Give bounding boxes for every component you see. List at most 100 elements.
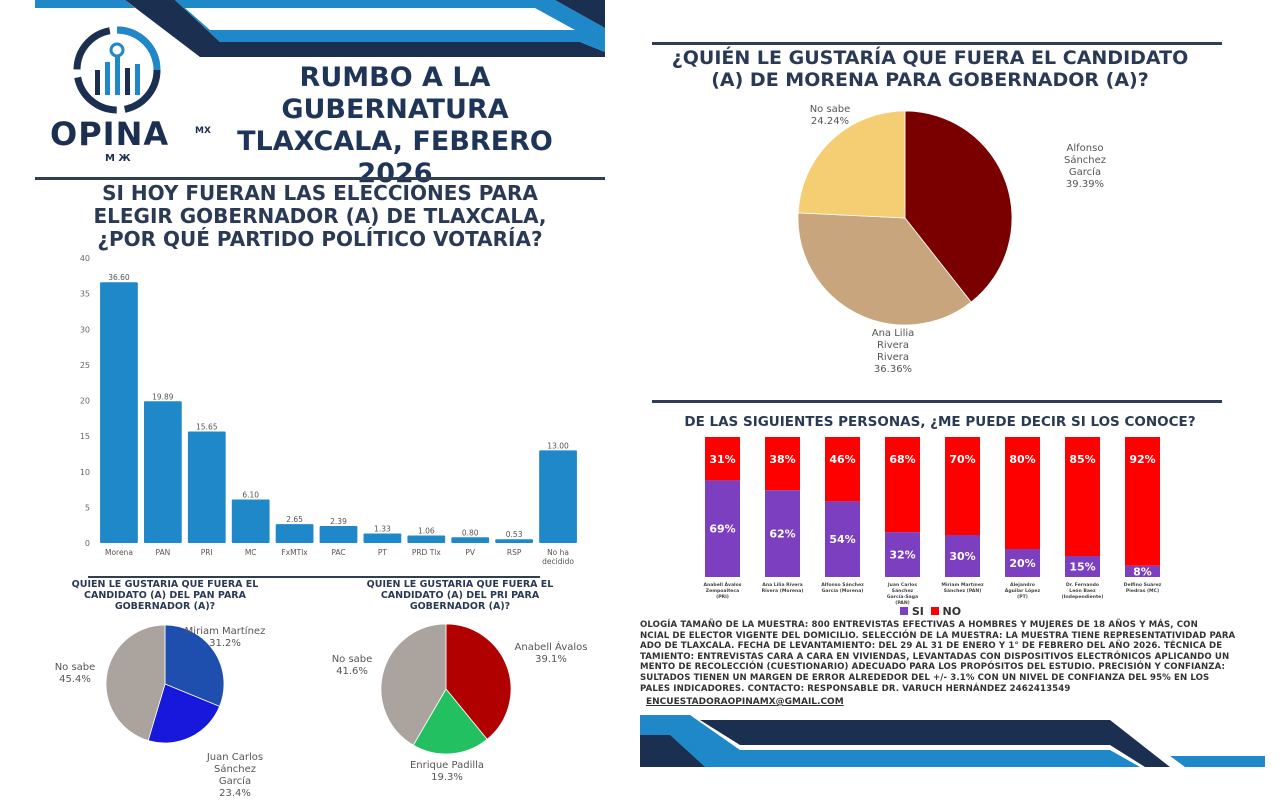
category-label: Alfonso Sánchez García (Morena) (821, 581, 864, 594)
bar-segment-no (1125, 437, 1160, 566)
header-stripes (35, 0, 605, 57)
si-value-label: 54% (829, 533, 855, 546)
divider (88, 576, 540, 578)
contact-email-link[interactable]: ENCUESTADORAOPINAMX@GMAIL.COM (646, 697, 844, 707)
question-line: CANDIDATO (A) DEL PAN PARA (84, 590, 246, 601)
legend-si-swatch (900, 607, 908, 615)
bar-segment-si (765, 490, 800, 577)
bar-segment-si (705, 480, 740, 577)
bar-segment-no (1065, 437, 1100, 556)
divider (652, 42, 1222, 45)
pri-label-enrique: Enrique Padilla 19.3% (397, 760, 497, 784)
legend-no-swatch (930, 607, 939, 615)
bar-segment-si (825, 501, 860, 577)
slice-label: No sabe (809, 104, 851, 115)
bar-value-label: 2.65 (286, 515, 303, 524)
methodology-line: MENTO DE RECOLECCIÓN (CUESTIONARIO) ADEC… (640, 662, 1226, 673)
pan-label-juan: Juan Carlos Sánchez García 23.4% (200, 752, 270, 800)
category-label: Ana Lilia Rivera Rivera (Morena) (762, 582, 804, 594)
bar-value-label: 15.65 (196, 422, 218, 431)
pri-label-nosabe: No sabe 41.6% (327, 654, 377, 678)
pri-question: QUIEN LE GUSTARIA QUE FUERA EL CANDIDATO… (360, 579, 560, 612)
methodology-line: SULTADOS TIENEN UN MARGEN DE ERROR ALRED… (640, 672, 1210, 683)
question-line: QUIEN LE GUSTARIA QUE FUERA EL (71, 579, 259, 590)
slice-label: No sabe (54, 662, 96, 673)
category-label: Miriam Martínez Sánchez (PAN) (941, 581, 984, 594)
no-value-label: 92% (1129, 453, 1155, 466)
slice-label: Juan Carlos Sánchez García (206, 752, 264, 787)
bar-value-label: 13.00 (547, 441, 569, 450)
page-title: RUMBO A LA GUBERNATURA TLAXCALA, FEBRERO… (185, 62, 605, 190)
bar-value-label: 36.60 (108, 273, 130, 282)
pie-slice (105, 624, 166, 742)
pie-slice (147, 683, 221, 744)
slice-value: 36.36% (873, 364, 913, 375)
bar (100, 282, 138, 543)
methodology-line: ADO DE TLAXCALA. FECHA DE LEVANTAMIENTO:… (640, 641, 1223, 652)
morena-label-alfonso: Alfonso Sánchez García 39.39% (1050, 143, 1120, 191)
bar-value-label: 1.06 (418, 526, 435, 535)
party-bar-chart: 0 5 10 15 20 25 30 35 40 36.60 Morena 19.89 PAN 15.65… (80, 254, 577, 566)
category-label: Alejandro Águilar López (PT) (1005, 582, 1041, 600)
y-tick-label: 40 (80, 254, 90, 263)
y-tick-label: 10 (80, 468, 90, 477)
no-value-label: 80% (1009, 453, 1035, 466)
methodology-line: OLOGÍA TAMAÑO DE LA MUESTRA: 800 ENTREVI… (640, 620, 1198, 630)
bar-segment-no (1005, 437, 1040, 549)
legend: SI NO (900, 605, 961, 618)
bar-value-label: 0.53 (506, 530, 523, 539)
bar-value-label: 1.33 (374, 525, 391, 534)
bar (407, 535, 446, 543)
pri-label-anabell: Anabell Ávalos 39.1% (501, 642, 601, 666)
question-line: QUIEN LE GUSTARIA QUE FUERA EL (366, 579, 554, 590)
pie-slice (164, 624, 225, 707)
category-label: Dr. Fernando León Baez (Independiente) (1062, 582, 1104, 600)
title-line: RUMBO A LA GUBERNATURA (281, 62, 509, 125)
bar (275, 524, 314, 543)
methodology-line: PALES INDICADORES. CONTACTO: RESPONSABLE… (640, 683, 1071, 694)
pie-slice (412, 688, 488, 755)
si-value-label: 8% (1133, 565, 1152, 578)
category-label: Anabell Ávalos Zempoalteca (PRI) (703, 581, 741, 600)
morena-pie-chart (797, 110, 1013, 326)
si-value-label: 32% (889, 549, 915, 562)
pan-question: QUIEN LE GUSTARIA QUE FUERA EL CANDIDATO… (65, 579, 265, 612)
slice-value: 19.3% (431, 772, 463, 783)
divider (652, 400, 1222, 403)
methodology-line: NCIAL DE ELECTOR VIGENTE DEL DOMICILIO. … (640, 630, 1236, 641)
slice-value: 23.4% (219, 788, 251, 799)
bar-segment-no (825, 437, 860, 502)
bar-segment-no (885, 437, 920, 533)
x-tick-label: PRI (201, 548, 213, 557)
question-line: GOBERNADOR (A)? (409, 601, 511, 612)
bar-value-label: 0.80 (462, 528, 479, 537)
y-tick-label: 0 (85, 539, 90, 548)
pan-label-nosabe: No sabe 45.4% (50, 662, 100, 686)
x-tick-label: PT (378, 548, 388, 557)
opina-logo: OPINA MX M Ж (45, 20, 215, 170)
slice-label: Anabell Ávalos (514, 642, 588, 653)
si-value-label: 69% (709, 523, 735, 536)
slice-value: 31.2% (209, 638, 241, 649)
no-value-label: 70% (949, 453, 975, 466)
si-value-label: 15% (1069, 561, 1095, 574)
title-line: 2026 (357, 158, 433, 189)
slice-label: No sabe (331, 654, 373, 665)
x-tick-label: Morena (105, 548, 133, 557)
bar (363, 533, 402, 543)
morena-label-nosabe: No sabe 24.24% (800, 104, 860, 128)
question-line: (A) DE MORENA PARA GOBERNADOR (A)? (711, 69, 1149, 91)
right-infographic: ¿QUIÉN LE GUSTARÍA QUE FUERA EL CANDIDAT… (640, 0, 1265, 768)
pie-slice (904, 110, 1013, 303)
left-infographic: OPINA MX M Ж RUMBO A LA GUBERNATURA TLAX… (35, 0, 605, 808)
methodology-line: TAMIENTO: ENTREVISTAS CARA A CARA EN VIV… (640, 651, 1230, 662)
bar-segment-si (1125, 565, 1160, 577)
bar (143, 401, 182, 543)
y-tick-label: 30 (80, 325, 90, 334)
pri-pie-chart (380, 623, 512, 755)
morena-question: ¿QUIÉN LE GUSTARÍA QUE FUERA EL CANDIDAT… (640, 47, 1220, 91)
logo-text: OPINA (50, 115, 170, 153)
y-tick-label: 20 (80, 397, 90, 406)
question-line: GOBERNADOR (A)? (114, 601, 216, 612)
question-line: CANDIDATO (A) DEL PRI PARA (380, 590, 540, 601)
